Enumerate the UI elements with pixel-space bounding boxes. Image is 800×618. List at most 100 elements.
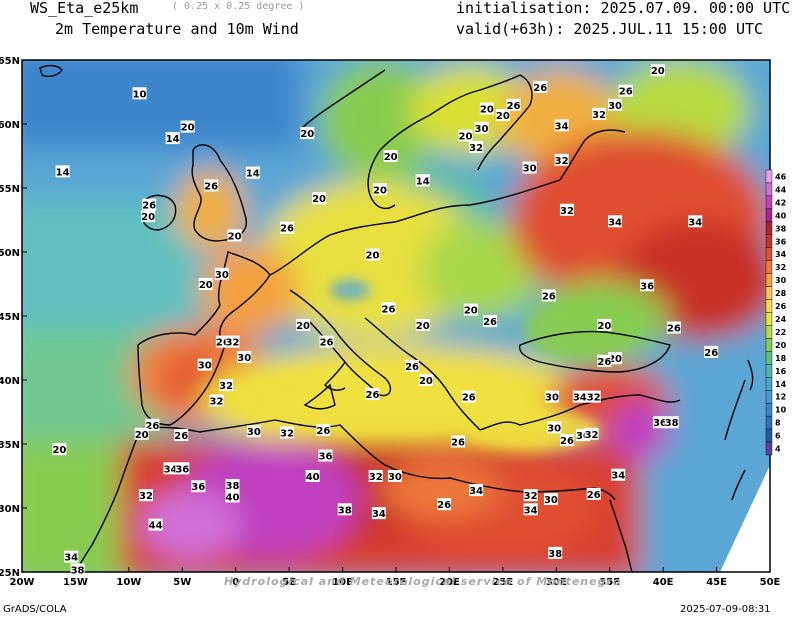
lon-label: 20W xyxy=(10,577,35,588)
contour-label: 34 xyxy=(64,550,79,564)
colorbar-label: 44 xyxy=(775,185,787,194)
contour-label: 26 xyxy=(381,302,396,315)
colorbar-label: 14 xyxy=(775,380,787,389)
svg-text:32: 32 xyxy=(369,472,383,483)
contour-label: 36 xyxy=(652,416,667,429)
contour-label: 44 xyxy=(148,518,163,532)
contour-label: 34 xyxy=(688,215,703,228)
svg-text:30: 30 xyxy=(523,164,537,175)
footer-software: GrADS/COLA xyxy=(3,604,67,615)
svg-text:14: 14 xyxy=(56,167,70,178)
contour-label: 38 xyxy=(225,478,240,492)
svg-text:20: 20 xyxy=(464,306,478,317)
svg-text:30: 30 xyxy=(247,427,261,438)
colorbar-label: 6 xyxy=(775,432,781,441)
contour-label: 36 xyxy=(175,462,190,475)
colorbar-label: 12 xyxy=(775,393,786,402)
init-time: initialisation: 2025.07.09. 00:00 UTC xyxy=(456,0,791,17)
svg-text:32: 32 xyxy=(280,428,294,439)
svg-text:30: 30 xyxy=(545,393,559,404)
contour-label: 34 xyxy=(611,468,626,482)
contour-label: 26 xyxy=(586,487,601,501)
svg-text:14: 14 xyxy=(246,169,260,180)
svg-text:32: 32 xyxy=(524,491,538,502)
contour-label: 20 xyxy=(383,150,398,163)
svg-text:20: 20 xyxy=(458,132,472,143)
svg-text:34: 34 xyxy=(688,217,702,228)
colorbar-swatch xyxy=(765,338,773,352)
colorbar-label: 4 xyxy=(775,445,781,454)
contour-label: 26 xyxy=(704,345,719,359)
contour-label: 14 xyxy=(415,174,430,187)
svg-text:30: 30 xyxy=(608,101,622,112)
svg-text:34: 34 xyxy=(555,121,569,132)
svg-text:36: 36 xyxy=(640,281,654,292)
colorbar-swatch xyxy=(765,273,773,287)
contour-label: 30 xyxy=(522,161,537,175)
svg-text:26: 26 xyxy=(366,390,380,401)
colorbar-label: 28 xyxy=(775,289,787,298)
colorbar-label: 10 xyxy=(775,406,787,415)
lon-label: 50E xyxy=(760,577,781,588)
colorbar-label: 46 xyxy=(775,172,787,181)
contour-label: 26 xyxy=(174,429,189,442)
contour-label: 36 xyxy=(318,449,333,463)
contour-label: 14 xyxy=(55,165,70,178)
lon-label: 5E xyxy=(282,577,296,588)
svg-text:26: 26 xyxy=(145,421,159,432)
contour-label: 32 xyxy=(280,426,295,439)
svg-text:32: 32 xyxy=(219,381,233,392)
colorbar-swatch xyxy=(765,260,773,274)
colorbar-swatch xyxy=(765,377,773,391)
contour-label: 20 xyxy=(180,120,195,134)
contour-label: 32 xyxy=(523,489,538,502)
svg-text:20: 20 xyxy=(300,129,314,140)
svg-text:34: 34 xyxy=(164,464,178,475)
lat-label: 40N xyxy=(0,376,20,387)
contour-label: 32 xyxy=(584,427,599,441)
contour-label: 26 xyxy=(597,354,612,368)
svg-text:40: 40 xyxy=(226,492,240,503)
svg-text:34: 34 xyxy=(469,486,483,497)
contour-label: 10 xyxy=(132,87,147,100)
svg-text:38: 38 xyxy=(548,549,562,560)
colorbar-swatch xyxy=(765,182,773,197)
lat-label: 60N xyxy=(0,120,20,131)
contour-label: 34 xyxy=(523,503,538,516)
svg-text:34: 34 xyxy=(573,393,587,404)
svg-text:20: 20 xyxy=(52,445,66,456)
contour-label: 36 xyxy=(640,279,655,292)
contour-label: 30 xyxy=(237,350,252,364)
svg-text:20: 20 xyxy=(373,185,387,196)
contour-label: 20 xyxy=(463,303,478,317)
svg-text:26: 26 xyxy=(204,181,218,192)
svg-text:20: 20 xyxy=(141,212,155,223)
svg-text:26: 26 xyxy=(382,304,396,315)
svg-text:20: 20 xyxy=(135,430,149,441)
svg-text:26: 26 xyxy=(462,393,476,404)
contour-label: 32 xyxy=(368,470,383,483)
temperature-field xyxy=(22,60,770,572)
svg-text:30: 30 xyxy=(576,431,590,442)
lat-label: 65N xyxy=(0,56,20,67)
svg-text:26: 26 xyxy=(216,338,230,349)
contour-label: 26 xyxy=(437,498,452,511)
lon-label: 35E xyxy=(599,577,620,588)
lon-label: 10E xyxy=(332,577,353,588)
lat-label: 45N xyxy=(0,312,20,323)
contour-label: 34 xyxy=(608,215,623,228)
svg-text:38: 38 xyxy=(665,418,679,429)
contour-label: 38 xyxy=(548,546,563,560)
svg-text:26: 26 xyxy=(667,324,681,335)
svg-text:36: 36 xyxy=(319,452,333,463)
lat-label: 35N xyxy=(0,440,20,451)
contour-label: 26 xyxy=(316,423,331,437)
svg-text:32: 32 xyxy=(585,430,599,441)
svg-text:32: 32 xyxy=(555,156,569,167)
colorbar-label: 40 xyxy=(775,211,787,220)
contour-label: 20 xyxy=(52,443,67,456)
contour-label: 20 xyxy=(134,427,149,441)
colorbar-swatch xyxy=(765,234,773,248)
contour-label: 20 xyxy=(479,102,494,116)
